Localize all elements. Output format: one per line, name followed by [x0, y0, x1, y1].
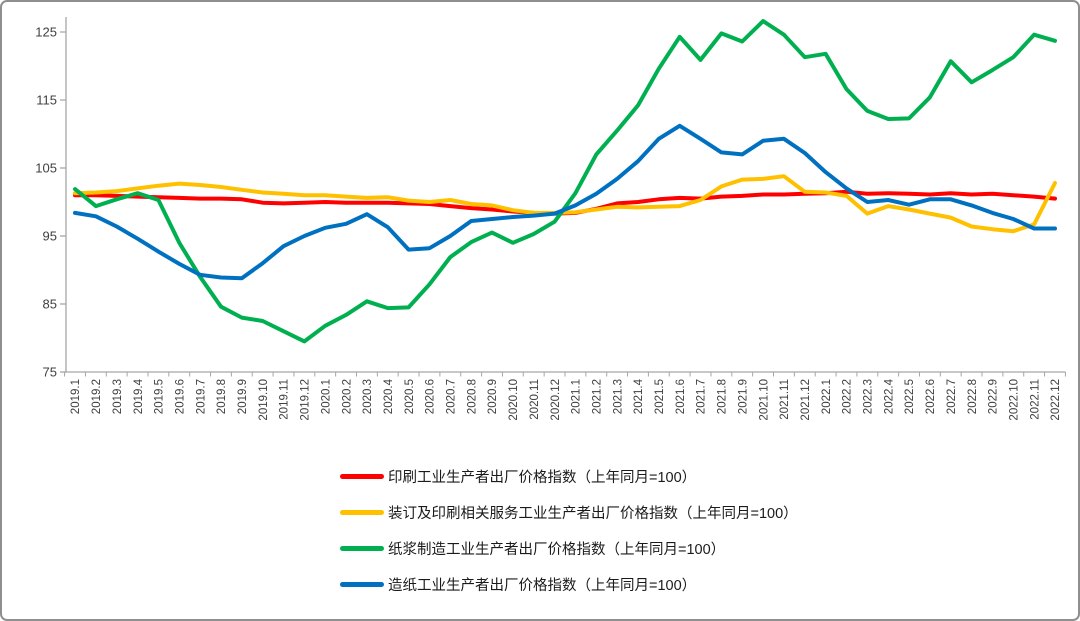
- x-tick-label: 2020.1: [320, 379, 332, 414]
- x-tick-label: 2020.8: [466, 379, 478, 414]
- x-tick-label: 2022.4: [883, 378, 895, 414]
- x-tick-label: 2021.2: [591, 379, 603, 414]
- series-line-1: [73, 174, 1057, 234]
- x-tick-label: 2019.5: [154, 379, 166, 414]
- legend-line-swatch: [340, 509, 384, 515]
- y-axis-ticks: [60, 31, 66, 373]
- x-tick-label: 2022.5: [904, 379, 916, 414]
- chart-legend: 印刷工业生产者出厂价格指数（上年同月=100） 装订及印刷相关服务工业生产者出厂价…: [340, 458, 798, 602]
- x-tick-label: 2019.12: [300, 379, 312, 421]
- x-tick-label: 2019.3: [112, 379, 124, 414]
- x-tick-label: 2022.10: [1008, 379, 1020, 421]
- x-tick-label: 2019.8: [216, 379, 228, 414]
- series-line-2: [73, 19, 1057, 344]
- x-tick-label: 2020.9: [487, 379, 499, 414]
- x-tick-label: 2020.6: [425, 379, 437, 414]
- legend-item-0: 印刷工业生产者出厂价格指数（上年同月=100）: [340, 458, 798, 494]
- x-tick-label: 2019.7: [195, 379, 207, 414]
- x-tick-label: 2020.5: [404, 379, 416, 414]
- x-tick-label: 2019.10: [258, 379, 270, 421]
- x-tick-label: 2021.5: [654, 379, 666, 414]
- x-tick-label: 2022.6: [925, 379, 937, 414]
- legend-label: 印刷工业生产者出厂价格指数（上年同月=100）: [388, 469, 697, 486]
- x-tick-label: 2021.11: [779, 379, 791, 420]
- x-tick-label: 2021.8: [717, 379, 729, 414]
- legend-label: 纸浆制造工业生产者出厂价格指数（上年同月=100）: [388, 541, 726, 558]
- x-tick-label: 2021.4: [633, 378, 645, 414]
- legend-item-1: 装订及印刷相关服务工业生产者出厂价格指数（上年同月=100）: [340, 494, 798, 530]
- x-tick-label: 2021.1: [571, 379, 583, 414]
- x-tick-label: 2022.2: [842, 379, 854, 414]
- legend-label: 造纸工业生产者出厂价格指数（上年同月=100）: [388, 577, 697, 594]
- x-tick-label: 2021.9: [737, 379, 749, 414]
- y-tick-label: 105: [35, 161, 57, 176]
- legend-line-swatch: [340, 473, 384, 479]
- x-tick-label: 2022.3: [863, 379, 875, 414]
- x-tick-label: 2022.11: [1029, 379, 1041, 420]
- x-tick-label: 2022.9: [988, 379, 1000, 414]
- legend-label: 装订及印刷相关服务工业生产者出厂价格指数（上年同月=100）: [388, 505, 798, 522]
- x-tick-label: 2022.1: [821, 379, 833, 414]
- legend-item-3: 造纸工业生产者出厂价格指数（上年同月=100）: [340, 566, 798, 602]
- y-tick-label: 115: [36, 93, 57, 108]
- x-tick-label: 2020.3: [362, 379, 374, 414]
- x-tick-label: 2022.12: [1050, 379, 1062, 421]
- legend-line-swatch: [340, 545, 384, 551]
- x-tick-label: 2022.8: [967, 379, 979, 414]
- x-tick-label: 2019.1: [70, 379, 82, 414]
- y-tick-label: 85: [43, 297, 57, 312]
- x-tick-label: 2019.6: [174, 379, 186, 414]
- x-axis-ticks: [64, 372, 1066, 377]
- y-tick-label: 95: [43, 229, 57, 244]
- x-tick-label: 2021.7: [696, 379, 708, 414]
- x-tick-label: 2021.10: [758, 379, 770, 421]
- x-tick-label: 2019.4: [133, 378, 145, 414]
- x-tick-label: 2020.10: [508, 379, 520, 421]
- legend-item-2: 纸浆制造工业生产者出厂价格指数（上年同月=100）: [340, 530, 798, 566]
- x-axis-labels: 2019.1 2019.2 2019.3 2019.4 2019.5 2019.6 2019…: [70, 378, 1062, 420]
- y-axis-labels: 75 85 95 105 115 125: [35, 25, 57, 380]
- x-tick-label: 2020.2: [341, 379, 353, 414]
- x-tick-label: 2019.2: [91, 379, 103, 414]
- x-tick-label: 2020.4: [383, 378, 395, 414]
- x-tick-label: 2021.6: [675, 379, 687, 414]
- x-tick-label: 2019.9: [237, 379, 249, 414]
- series-line-3: [73, 123, 1057, 281]
- x-tick-label: 2020.7: [446, 379, 458, 414]
- x-tick-label: 2020.11: [529, 379, 541, 420]
- x-tick-label: 2019.11: [279, 379, 291, 420]
- x-tick-label: 2021.3: [612, 379, 624, 414]
- x-tick-label: 2021.12: [800, 379, 812, 421]
- x-tick-label: 2020.12: [550, 379, 562, 421]
- y-tick-label: 125: [35, 25, 57, 40]
- x-tick-label: 2022.7: [946, 379, 958, 414]
- legend-line-swatch: [340, 581, 384, 587]
- y-tick-label: 75: [43, 365, 57, 380]
